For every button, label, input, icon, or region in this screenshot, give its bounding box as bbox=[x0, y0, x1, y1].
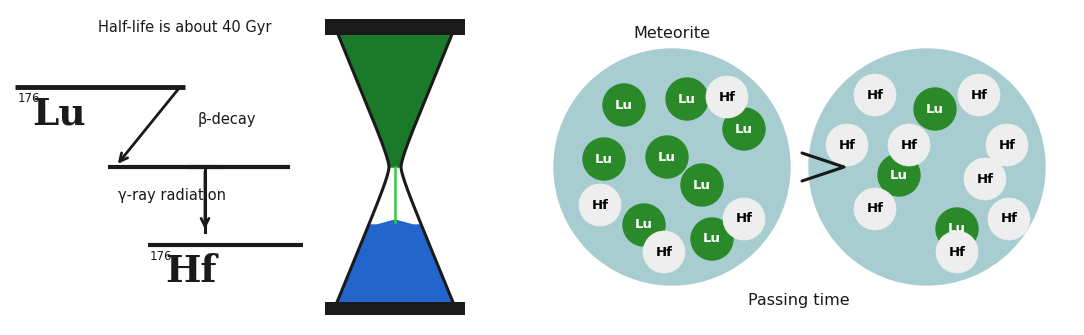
Text: Hf: Hf bbox=[970, 88, 988, 102]
Circle shape bbox=[854, 188, 896, 230]
Circle shape bbox=[935, 231, 978, 273]
Circle shape bbox=[809, 49, 1045, 285]
Circle shape bbox=[643, 231, 685, 273]
Text: Lu: Lu bbox=[635, 218, 653, 231]
Circle shape bbox=[723, 108, 765, 150]
Circle shape bbox=[681, 164, 723, 206]
Circle shape bbox=[826, 124, 868, 166]
Polygon shape bbox=[333, 23, 457, 167]
Text: β-decay: β-decay bbox=[198, 112, 257, 127]
Text: Hf: Hf bbox=[901, 138, 917, 151]
Text: Lu: Lu bbox=[658, 150, 676, 163]
Circle shape bbox=[964, 158, 1006, 200]
Text: 176: 176 bbox=[18, 92, 40, 105]
Circle shape bbox=[958, 74, 1001, 116]
Circle shape bbox=[935, 208, 978, 250]
Text: Hf: Hf bbox=[592, 199, 608, 211]
Text: Hf: Hf bbox=[165, 253, 217, 290]
Bar bbox=[325, 19, 465, 35]
Text: Hf: Hf bbox=[977, 173, 994, 186]
Text: Lu: Lu bbox=[33, 95, 86, 132]
Text: Hf: Hf bbox=[719, 90, 736, 104]
Circle shape bbox=[583, 138, 625, 180]
Bar bbox=[325, 302, 465, 315]
Text: Hf: Hf bbox=[866, 88, 883, 102]
Text: Hf: Hf bbox=[948, 246, 966, 259]
Polygon shape bbox=[333, 220, 457, 312]
Text: Hf: Hf bbox=[866, 202, 883, 215]
Circle shape bbox=[579, 184, 621, 226]
Circle shape bbox=[888, 124, 930, 166]
Text: γ-ray radiation: γ-ray radiation bbox=[118, 188, 225, 202]
Text: Lu: Lu bbox=[595, 152, 612, 165]
Circle shape bbox=[878, 154, 920, 196]
Text: Lu: Lu bbox=[890, 169, 908, 182]
Text: Hf: Hf bbox=[839, 138, 855, 151]
Text: Hf: Hf bbox=[736, 212, 752, 225]
Text: Hf: Hf bbox=[656, 246, 672, 259]
Circle shape bbox=[554, 49, 790, 285]
Circle shape bbox=[706, 76, 748, 118]
Text: Hf: Hf bbox=[998, 138, 1016, 151]
Circle shape bbox=[914, 88, 956, 130]
Circle shape bbox=[723, 198, 765, 240]
Circle shape bbox=[691, 218, 733, 260]
Circle shape bbox=[854, 74, 896, 116]
Circle shape bbox=[666, 78, 708, 120]
Text: Half-life is about 40 Gyr: Half-life is about 40 Gyr bbox=[99, 20, 272, 35]
Text: Lu: Lu bbox=[926, 103, 944, 116]
Text: Meteorite: Meteorite bbox=[633, 26, 710, 41]
Circle shape bbox=[988, 198, 1030, 240]
Text: Lu: Lu bbox=[693, 179, 711, 192]
Circle shape bbox=[603, 84, 645, 126]
Text: Lu: Lu bbox=[615, 98, 633, 112]
Text: 176: 176 bbox=[150, 250, 172, 263]
Text: Hf: Hf bbox=[1001, 212, 1018, 225]
Text: Lu: Lu bbox=[678, 92, 696, 106]
Circle shape bbox=[623, 204, 664, 246]
Text: Lu: Lu bbox=[704, 232, 721, 246]
Circle shape bbox=[646, 136, 688, 178]
Circle shape bbox=[986, 124, 1028, 166]
Text: Passing time: Passing time bbox=[748, 293, 850, 308]
Text: Lu: Lu bbox=[948, 222, 966, 236]
Text: Lu: Lu bbox=[735, 123, 753, 135]
